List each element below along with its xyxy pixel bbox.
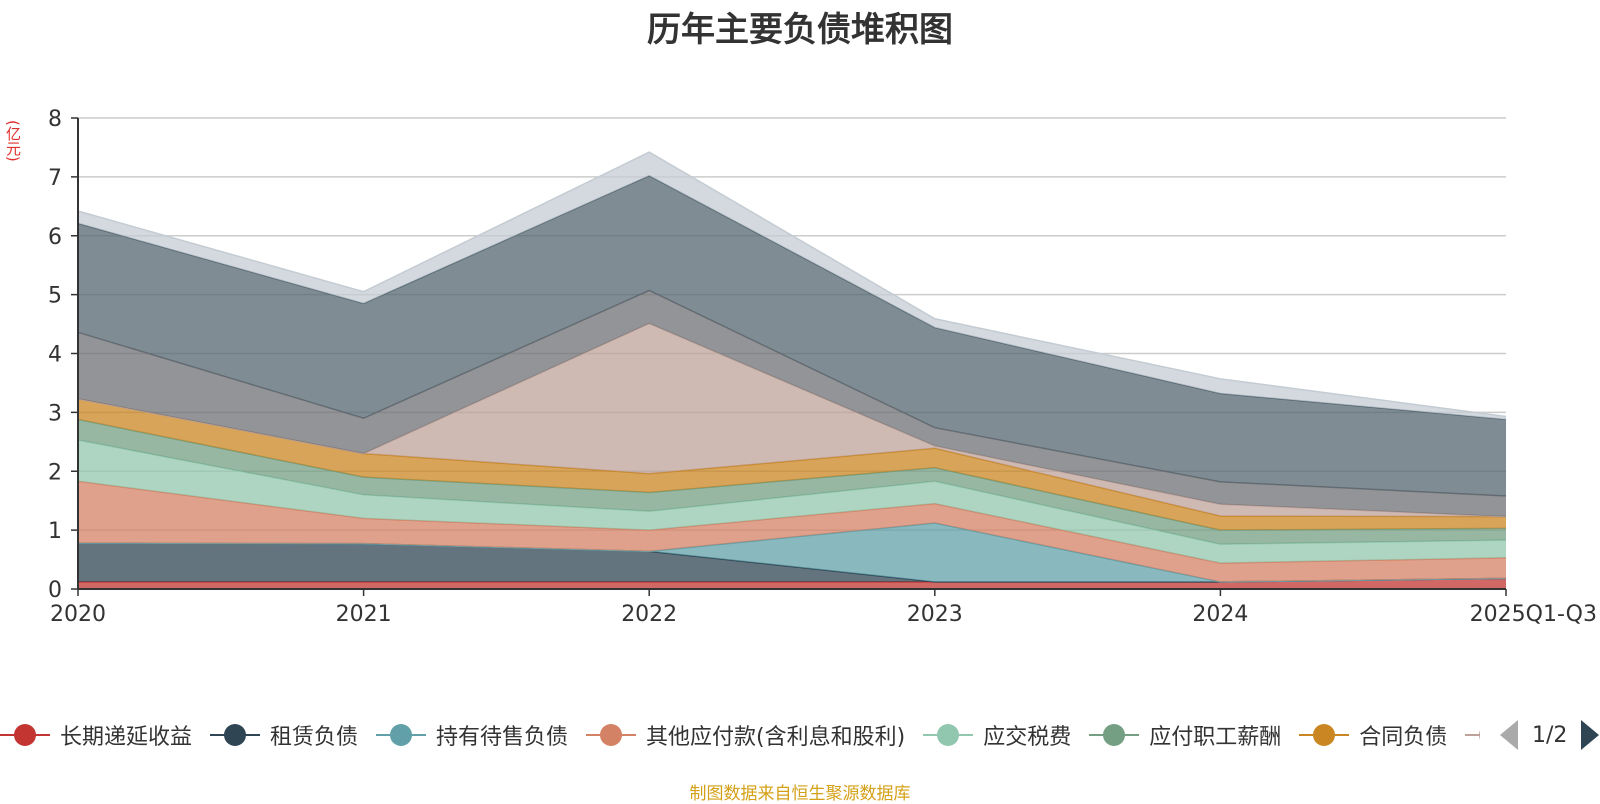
- legend-marker-icon: [923, 722, 974, 748]
- legend-marker-icon: [586, 722, 637, 748]
- y-tick-label: 0: [48, 578, 62, 603]
- x-tick-label: 2022: [621, 602, 677, 627]
- legend-item[interactable]: 租赁负债: [210, 717, 358, 753]
- legend-marker-icon: [1299, 722, 1350, 748]
- area-series-0: [78, 578, 1506, 589]
- legend-marker-icon: [1465, 722, 1480, 748]
- axes: 0 1 2 3 4 5 6 7 8 2020 2021 2022 2023 2024 2025Q1-Q3: [48, 107, 1597, 627]
- legend-marker-icon: [1089, 722, 1140, 748]
- x-tick-label: 2020: [50, 602, 106, 627]
- legend-marker-icon: [210, 722, 261, 748]
- legend-label: 长期递延收益: [60, 725, 193, 750]
- y-tick-label: 8: [48, 107, 62, 132]
- legend-item[interactable]: 持有待售负债: [376, 717, 568, 753]
- legend-label: 租赁负债: [270, 725, 359, 750]
- legend-item[interactable]: 应付票据: [1465, 717, 1480, 753]
- y-tick-label: 4: [48, 343, 62, 368]
- area-series-8: [78, 290, 1506, 517]
- legend-items: 长期递延收益 租赁负债 持有待售负债 其他应付款(含利息和股利) 应交税费 应付职工薪酬 合…: [0, 717, 1480, 753]
- legend-item[interactable]: 合同负债: [1299, 717, 1447, 753]
- legend-item[interactable]: 其他应付款(含利息和股利): [586, 717, 905, 753]
- chart-title: 历年主要负债堆积图: [647, 10, 953, 50]
- y-tick-label: 2: [48, 460, 62, 485]
- y-tick-label: 5: [48, 284, 62, 309]
- y-tick-label: 6: [48, 225, 62, 250]
- legend-item[interactable]: 应交税费: [923, 717, 1071, 753]
- series-line-10: [77, 151, 1507, 418]
- area-series-1: [78, 543, 1506, 582]
- x-tick-label: 2024: [1192, 602, 1248, 627]
- area-series-4: [78, 440, 1506, 564]
- legend-item[interactable]: 应付职工薪酬: [1089, 717, 1281, 753]
- chart-plot: 0 1 2 3 4 5 6 7 8 2020 2021 2022 2023 2024 2025Q1-Q3: [48, 107, 1597, 627]
- legend-marker-icon: [376, 722, 427, 748]
- area-series-5: [78, 419, 1506, 545]
- x-tick-label: 2025Q1-Q3: [1470, 602, 1597, 627]
- legend-prev-page-icon[interactable]: [1500, 720, 1518, 750]
- area-series-7: [78, 323, 1506, 517]
- x-tick-label: 2021: [336, 602, 392, 627]
- x-tick-label: 2023: [907, 602, 963, 627]
- legend-label: 持有待售负债: [436, 725, 569, 750]
- source-note: 制图数据来自恒生聚源数据库: [689, 784, 911, 804]
- legend-page-indicator: 1/2: [1532, 722, 1568, 748]
- y-axis-unit: (亿元): [4, 120, 22, 162]
- area-series: [77, 151, 1507, 589]
- area-series-9: [78, 175, 1506, 496]
- y-tick-label: 7: [48, 166, 62, 191]
- legend-label: 其他应付款(含利息和股利): [646, 725, 906, 750]
- legend-next-page-icon[interactable]: [1581, 720, 1600, 750]
- y-tick-label: 3: [48, 401, 62, 426]
- legend-label: 应付职工薪酬: [1149, 725, 1282, 750]
- area-series-3: [78, 481, 1506, 582]
- legend-marker-icon: [0, 722, 50, 748]
- legend: 长期递延收益 租赁负债 持有待售负债 其他应付款(含利息和股利) 应交税费 应付职工薪酬 合…: [0, 717, 1600, 753]
- legend-item[interactable]: 长期递延收益: [0, 717, 192, 753]
- area-series-6: [78, 398, 1506, 531]
- legend-label: 应交税费: [983, 725, 1072, 750]
- y-tick-label: 1: [48, 519, 62, 544]
- legend-pager: 1/2: [1500, 717, 1600, 753]
- legend-label: 合同负债: [1359, 725, 1448, 750]
